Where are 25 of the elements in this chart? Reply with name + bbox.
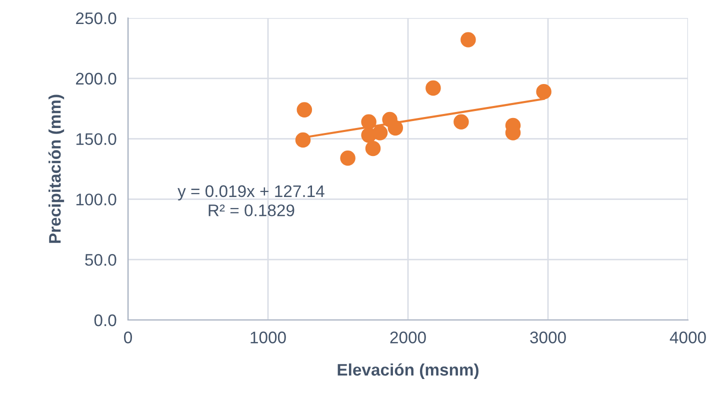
point [296,102,312,118]
y-tick-label: 150.0 [76,133,116,146]
point [454,114,469,130]
x-axis-title: Elevación (msnm) [338,363,478,379]
point [372,125,388,140]
point [536,84,552,100]
y-tick-label: 50.0 [85,254,116,266]
x-tick-label: 0 [124,332,132,344]
x-tick-label: 2000 [390,332,426,344]
annotation: y = 0.019x + 127.14 R² = 0.1829 [178,185,324,216]
x-tick-label: 1000 [250,332,286,344]
point [340,150,356,166]
point [361,114,376,130]
y-tick-label: 200.0 [76,72,116,85]
point [365,140,381,156]
y-axis-title: Precipitación (mm) [48,94,64,243]
y-tick-label: 250.0 [76,12,116,24]
point [388,120,404,136]
y-tick-label: 100.0 [76,194,116,206]
point [295,132,311,148]
x-tick-label: 3000 [530,332,566,344]
x-tick-label: 4000 [670,332,706,344]
point [460,32,476,48]
y-tick-label: 0.0 [94,314,116,326]
point [426,80,441,96]
